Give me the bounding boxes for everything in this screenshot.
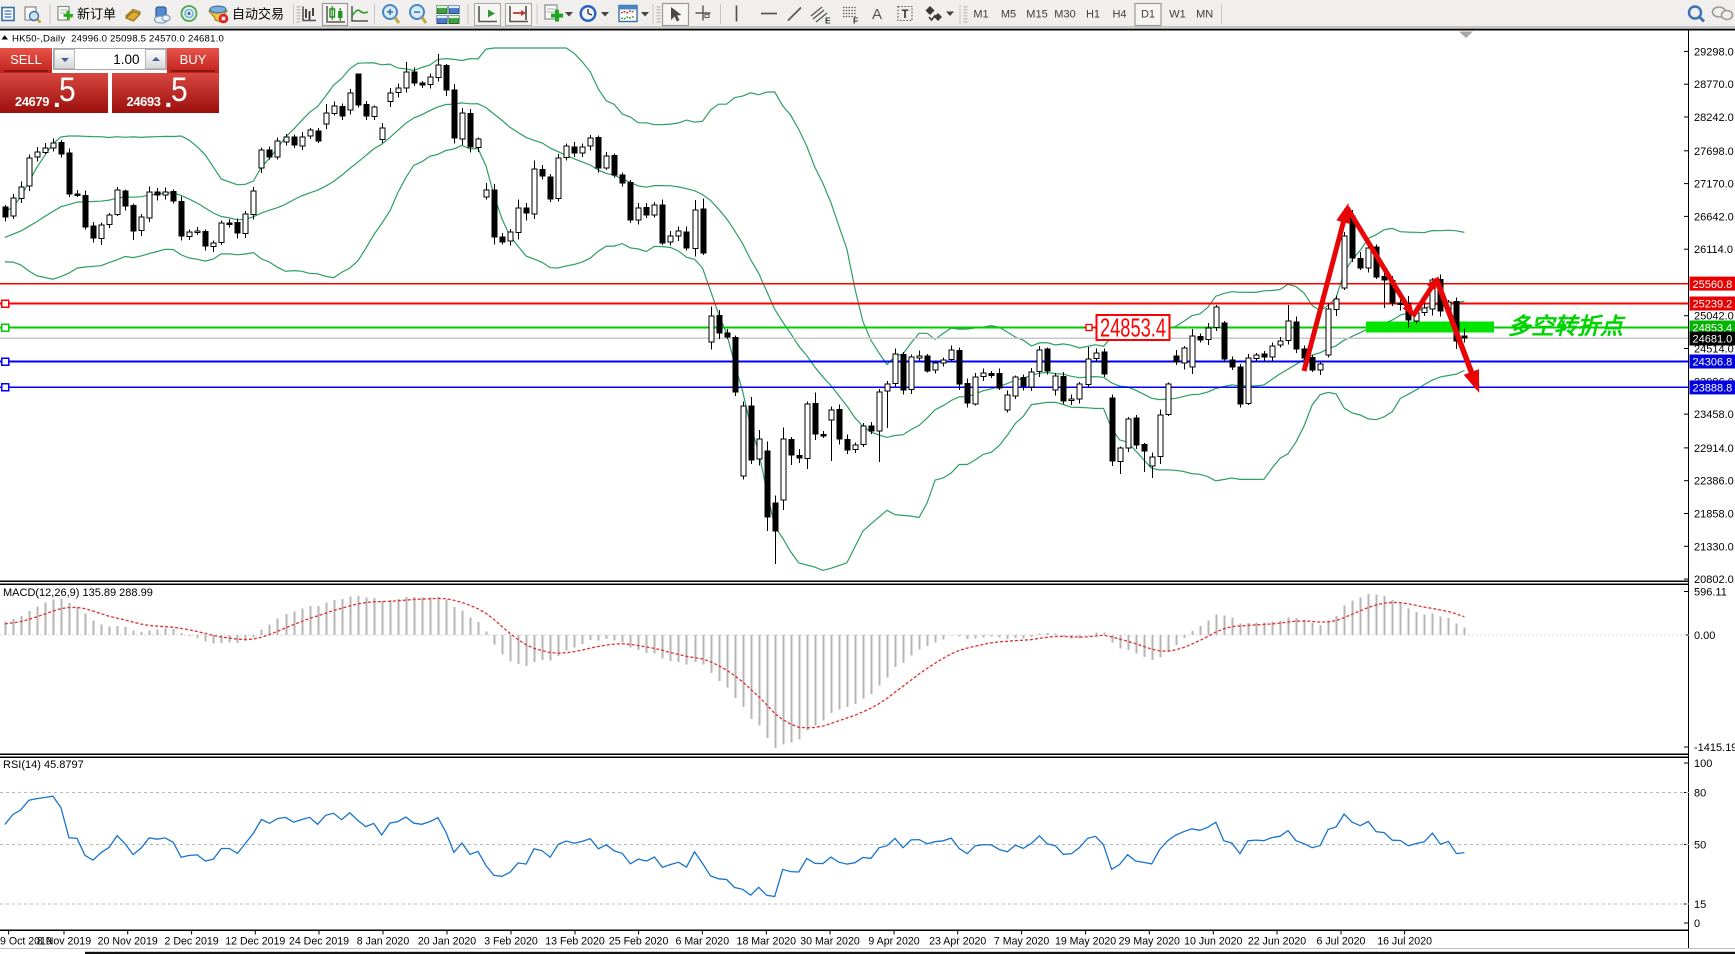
svg-text:28770.0: 28770.0 [1694, 79, 1734, 91]
svg-text:F: F [853, 16, 858, 26]
svg-text:0.00: 0.00 [1694, 630, 1715, 642]
svg-text:24 Dec 2019: 24 Dec 2019 [289, 936, 349, 948]
svg-text:25 Feb 2020: 25 Feb 2020 [609, 936, 669, 948]
svg-text:24681.0: 24681.0 [1693, 334, 1733, 346]
svg-text:+: + [386, 5, 393, 19]
svg-text:13 Feb 2020: 13 Feb 2020 [545, 936, 605, 948]
svg-text:H1: H1 [1086, 9, 1100, 21]
svg-text:M15: M15 [1026, 9, 1047, 21]
svg-text:29 May 2020: 29 May 2020 [1119, 936, 1180, 948]
svg-text:M1: M1 [973, 9, 988, 21]
svg-text:22386.0: 22386.0 [1694, 476, 1734, 488]
svg-text:19 May 2020: 19 May 2020 [1055, 936, 1116, 948]
svg-text:HK50-,Daily 24996.0 25098.5 2: HK50-,Daily 24996.0 25098.5 24570.0 2468… [12, 34, 224, 45]
svg-text:24306.8: 24306.8 [1693, 357, 1733, 369]
svg-text:20802.0: 20802.0 [1694, 574, 1734, 586]
svg-text:29298.0: 29298.0 [1694, 46, 1734, 58]
svg-text:−: − [413, 5, 420, 19]
svg-text:26114.0: 26114.0 [1694, 244, 1733, 256]
svg-text:28242.0: 28242.0 [1694, 112, 1734, 124]
svg-text:MN: MN [1196, 9, 1213, 21]
svg-text:E: E [825, 16, 831, 26]
svg-text:23888.8: 23888.8 [1693, 383, 1733, 395]
svg-text:M30: M30 [1054, 9, 1075, 21]
svg-text:100: 100 [1694, 758, 1712, 770]
svg-text:A: A [872, 6, 882, 23]
svg-text:25042.0: 25042.0 [1694, 311, 1734, 323]
svg-text:30 Mar 2020: 30 Mar 2020 [800, 936, 860, 948]
svg-text:20 Nov 2019: 20 Nov 2019 [98, 936, 158, 948]
svg-text:W1: W1 [1169, 9, 1186, 21]
svg-text:21330.0: 21330.0 [1694, 541, 1734, 553]
svg-text:25239.2: 25239.2 [1693, 299, 1733, 311]
svg-text:80: 80 [1694, 788, 1706, 800]
svg-text:6 Jul 2020: 6 Jul 2020 [1317, 936, 1366, 948]
svg-text:0: 0 [1694, 918, 1700, 930]
svg-text:8 Jan 2020: 8 Jan 2020 [357, 936, 410, 948]
svg-text:22914.0: 22914.0 [1694, 443, 1734, 455]
svg-text:多空转折点: 多空转折点 [1508, 313, 1626, 339]
svg-text:25560.8: 25560.8 [1693, 279, 1733, 291]
svg-text:23 Apr 2020: 23 Apr 2020 [929, 936, 986, 948]
svg-text:21858.0: 21858.0 [1694, 509, 1734, 521]
svg-text:2 Dec 2019: 2 Dec 2019 [165, 936, 219, 948]
svg-text:16 Jul 2020: 16 Jul 2020 [1377, 936, 1432, 948]
svg-text:12 Dec 2019: 12 Dec 2019 [225, 936, 285, 948]
svg-text:H4: H4 [1112, 9, 1126, 21]
svg-text:RSI(14) 45.8797: RSI(14) 45.8797 [3, 759, 84, 771]
svg-text:MACD(12,26,9) 135.89 288.99: MACD(12,26,9) 135.89 288.99 [3, 587, 153, 599]
svg-text:10 Jun 2020: 10 Jun 2020 [1184, 936, 1242, 948]
svg-text:27698.0: 27698.0 [1694, 146, 1734, 158]
svg-text:新订单: 新订单 [77, 7, 116, 22]
svg-text:9 Oct 2019: 9 Oct 2019 [0, 936, 52, 948]
svg-text:24853.4: 24853.4 [1100, 315, 1166, 343]
svg-text:18 Mar 2020: 18 Mar 2020 [737, 936, 797, 948]
svg-text:-1415.19: -1415.19 [1694, 742, 1735, 754]
svg-text:D1: D1 [1141, 9, 1155, 21]
svg-text:7 May 2020: 7 May 2020 [994, 936, 1049, 948]
svg-text:20 Jan 2020: 20 Jan 2020 [418, 936, 476, 948]
svg-text:27170.0: 27170.0 [1694, 179, 1734, 191]
svg-text:15: 15 [1694, 899, 1706, 911]
svg-text:6 Mar 2020: 6 Mar 2020 [676, 936, 730, 948]
svg-text:9 Apr 2020: 9 Apr 2020 [868, 936, 919, 948]
svg-text:自动交易: 自动交易 [232, 7, 284, 22]
svg-text:8 Nov 2019: 8 Nov 2019 [37, 936, 91, 948]
svg-text:22 Jun 2020: 22 Jun 2020 [1248, 936, 1306, 948]
svg-text:50: 50 [1694, 840, 1706, 852]
svg-text:24514.0: 24514.0 [1694, 344, 1734, 356]
svg-text:23458.0: 23458.0 [1694, 409, 1734, 421]
svg-text:26642.0: 26642.0 [1694, 211, 1734, 223]
svg-text:596.11: 596.11 [1694, 587, 1727, 599]
svg-text:T: T [901, 9, 908, 21]
svg-text:3 Feb 2020: 3 Feb 2020 [484, 936, 538, 948]
svg-text:M5: M5 [1001, 9, 1016, 21]
